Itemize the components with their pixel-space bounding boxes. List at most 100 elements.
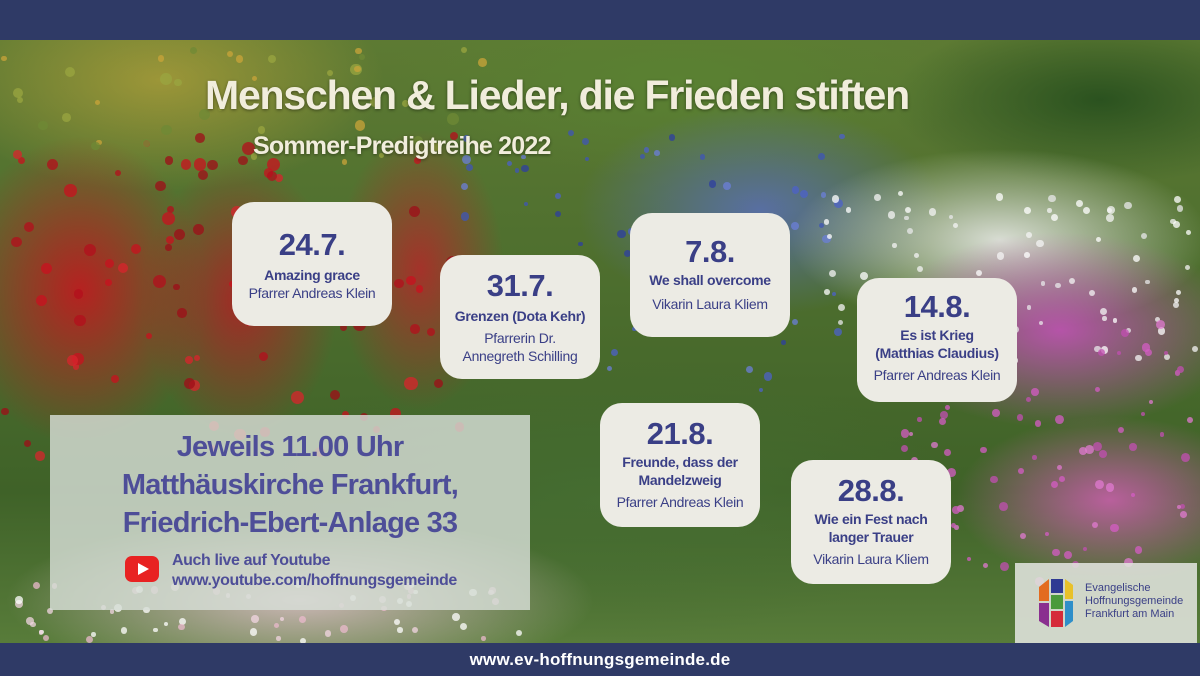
- flower-dot: [35, 294, 48, 306]
- flower-dot: [792, 186, 800, 194]
- flower-dot: [1026, 304, 1032, 310]
- flower-dot: [554, 211, 561, 217]
- flower-dot: [465, 163, 474, 172]
- flower-dot: [250, 153, 258, 160]
- flower-dot: [408, 205, 420, 218]
- event-preacher: Pfarrer Andreas Klein: [248, 285, 376, 302]
- flower-dot: [165, 235, 174, 245]
- event-topic: Es ist Krieg (Matthias Claudius): [875, 327, 999, 362]
- flower-dot: [91, 632, 96, 637]
- event-date: 31.7.: [486, 268, 554, 303]
- flower-dot: [452, 612, 460, 621]
- event-topic: We shall overcome: [649, 272, 771, 289]
- flower-dot: [837, 320, 843, 326]
- flower-dot: [178, 624, 185, 631]
- flower-dot: [179, 618, 187, 626]
- flower-dot: [1134, 546, 1143, 554]
- flower-dot: [1024, 252, 1031, 258]
- flower-dot: [944, 448, 952, 456]
- flower-dot: [145, 333, 152, 340]
- church-logo-icon: [1039, 579, 1073, 627]
- event-date: 7.8.: [685, 234, 735, 269]
- flower-dot: [411, 626, 419, 634]
- flower-dot: [1040, 281, 1046, 286]
- flower-dot: [763, 371, 773, 381]
- flower-dot: [241, 141, 256, 156]
- flower-dot: [155, 180, 166, 192]
- flower-dot: [1052, 548, 1060, 557]
- flower-dot: [72, 363, 79, 370]
- flower-dot: [820, 192, 826, 198]
- flower-dot: [161, 124, 172, 136]
- flower-dot: [1163, 350, 1169, 356]
- flower-dot: [931, 441, 938, 448]
- flower-dot: [908, 432, 913, 437]
- flower-dot: [887, 211, 896, 220]
- flower-dot: [235, 55, 244, 63]
- flower-dot: [995, 193, 1004, 202]
- flower-dot: [1098, 449, 1107, 458]
- flower-dot: [40, 263, 52, 275]
- flower-dot: [72, 353, 84, 365]
- flower-dot: [339, 625, 348, 633]
- flower-dot: [67, 354, 79, 366]
- flower-dot: [354, 65, 361, 73]
- event-date: 24.7.: [278, 227, 346, 262]
- flower-dot: [953, 223, 958, 229]
- flower-dot: [160, 73, 173, 86]
- flower-dot: [12, 88, 24, 99]
- event-topic: Amazing grace: [264, 267, 360, 284]
- flower-dot: [1176, 365, 1184, 373]
- flower-dot: [104, 258, 115, 268]
- flower-dot: [904, 207, 911, 214]
- flower-dot: [161, 211, 175, 225]
- page-title: Menschen & Lieder, die Frieden stiften: [205, 72, 910, 118]
- flower-dot: [1059, 475, 1065, 482]
- youtube-link[interactable]: www.youtube.com/hoffnungsgemeinde: [172, 572, 457, 589]
- flower-dot: [117, 262, 128, 273]
- footer-url[interactable]: www.ev-hoffnungsgemeinde.de: [469, 649, 731, 669]
- flower-dot: [14, 600, 23, 609]
- youtube-live-label: Auch live auf Youtube: [172, 552, 331, 569]
- flower-dot: [152, 274, 167, 289]
- flower-dot: [173, 284, 180, 291]
- flower-dot: [822, 234, 831, 244]
- flower-dot: [653, 150, 660, 156]
- youtube-icon[interactable]: [125, 556, 159, 582]
- flower-dot: [1016, 414, 1023, 421]
- flower-dot: [46, 607, 54, 615]
- flower-dot: [904, 216, 909, 221]
- church-name: Matthäuskirche Frankfurt,: [121, 469, 459, 501]
- flower-dot: [1078, 447, 1088, 456]
- flower-dot: [837, 303, 846, 312]
- flower-dot: [900, 428, 910, 438]
- flower-dot: [1110, 523, 1119, 533]
- flower-dot: [15, 596, 24, 604]
- flower-dot: [1135, 354, 1142, 362]
- flower-dot: [1055, 415, 1065, 425]
- flower-dot: [38, 120, 48, 131]
- flower-dot: [64, 67, 75, 78]
- flower-dot: [826, 234, 833, 240]
- flower-dot: [1140, 411, 1146, 417]
- footer-bar: www.ev-hoffnungsgemeinde.de: [0, 643, 1200, 676]
- flower-dot: [823, 218, 830, 225]
- flower-dot: [207, 159, 218, 171]
- flower-dot: [759, 387, 764, 392]
- flower-dot: [199, 108, 211, 120]
- flower-dot: [951, 522, 957, 528]
- flower-dot: [226, 50, 234, 58]
- flower-dot: [414, 157, 421, 164]
- flower-dot: [409, 323, 420, 334]
- flower-dot: [581, 137, 590, 146]
- flower-dot: [273, 622, 280, 629]
- flower-dot: [275, 173, 284, 182]
- flower-dot: [32, 581, 41, 590]
- flower-dot: [1174, 195, 1181, 203]
- flower-dot: [946, 467, 956, 477]
- flower-dot: [1036, 239, 1044, 248]
- flower-dot: [833, 198, 843, 208]
- event-preacher: Pfarrer Andreas Klein: [616, 494, 744, 511]
- flower-dot: [23, 439, 31, 448]
- flower-dot: [874, 194, 881, 201]
